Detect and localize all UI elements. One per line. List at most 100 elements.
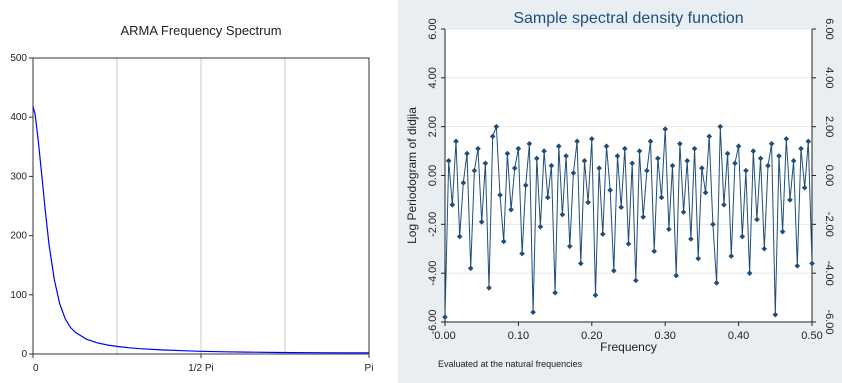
y-tick-label-left-4: 0.00: [427, 165, 439, 186]
data-point-47: [611, 267, 617, 274]
x-tick-label-6: 0.50: [801, 330, 822, 342]
data-point-25: [530, 309, 536, 316]
x-tick-label-5: 0.40: [728, 330, 749, 342]
data-point-21: [515, 145, 522, 152]
data-point-50: [622, 145, 628, 152]
data-point-53: [633, 277, 639, 284]
spectrum-line: [32, 106, 369, 354]
data-point-46: [607, 187, 613, 193]
y-tick-label-right-4: 0.00: [823, 165, 835, 186]
data-point-92: [776, 153, 782, 159]
y-tick-label-left-2: -4.00: [427, 261, 439, 286]
data-point-85: [750, 148, 757, 154]
data-point-72: [702, 189, 709, 196]
y-tick-label-right-5: 2.00: [823, 116, 835, 137]
y-tick-label-right-3: -2.00: [823, 212, 835, 237]
arma-spectrum-panel: ARMA Frequency Spectrum 0 100 200 300 400 500 0…: [0, 0, 380, 383]
data-point-19: [508, 206, 514, 213]
data-point-36: [570, 170, 577, 176]
data-point-98: [798, 145, 804, 152]
data-point-52: [629, 160, 635, 167]
data-point-35: [566, 243, 573, 250]
data-point-60: [658, 194, 665, 201]
data-point-58: [651, 248, 657, 254]
x-tick-label-3: 0.20: [581, 330, 602, 342]
y-tick-label-400: 400: [10, 112, 27, 123]
data-point-74: [710, 221, 716, 228]
y-tick-label-right-2: -4.00: [823, 261, 835, 286]
data-point-34: [563, 153, 569, 159]
data-point-41: [589, 136, 595, 142]
data-point-70: [695, 255, 702, 262]
data-point-87: [757, 155, 764, 162]
data-point-28: [541, 148, 547, 154]
data-point-77: [721, 202, 727, 208]
data-point-73: [706, 133, 713, 140]
data-point-56: [644, 167, 650, 174]
data-point-94: [783, 136, 790, 142]
data-point-31: [552, 289, 558, 296]
data-point-99: [801, 184, 808, 191]
x-tick-label-3: Pi: [365, 363, 374, 374]
data-point-79: [728, 253, 735, 259]
data-point-15: [493, 123, 500, 130]
data-point-42: [592, 292, 599, 298]
data-point-91: [772, 311, 779, 318]
data-point-97: [794, 263, 801, 269]
data-point-20: [511, 165, 518, 171]
y-tick-label-200: 200: [10, 231, 27, 242]
spectral-density-chart: Sample spectral density function -6.00 -6.…: [405, 10, 835, 369]
y-tick-label-left-6: 4.00: [427, 67, 439, 88]
y-tick-label-left-1: -6.00: [427, 309, 439, 334]
data-point-10: [475, 145, 481, 152]
data-point-4: [453, 138, 459, 145]
data-point-89: [765, 162, 771, 169]
data-point-67: [684, 158, 691, 164]
data-point-57: [647, 138, 654, 145]
data-point-80: [732, 160, 738, 167]
chart-note: Evaluated at the natural frequencies: [438, 359, 583, 369]
data-point-88: [761, 245, 768, 252]
data-point-81: [735, 143, 742, 149]
y-tick-label-100: 100: [10, 290, 27, 301]
chart-title: ARMA Frequency Spectrum: [120, 23, 281, 38]
x-axis-title: Frequency: [600, 340, 657, 354]
data-point-71: [699, 165, 705, 171]
data-point-90: [768, 140, 775, 147]
data-point-75: [713, 280, 720, 286]
y-tick-label-right-1: -6.00: [823, 309, 835, 334]
data-point-8: [467, 265, 474, 272]
data-point-39: [581, 158, 588, 164]
y-tick-label-left-7: 6.00: [427, 18, 439, 39]
data-point-63: [669, 162, 676, 169]
y-tick-label-0: 0: [21, 349, 27, 360]
data-point-68: [688, 236, 694, 242]
data-point-83: [743, 167, 749, 174]
data-point-95: [787, 197, 793, 203]
x-tick-label-2: 0.10: [508, 330, 529, 342]
data-point-9: [471, 167, 478, 174]
data-point-96: [790, 158, 797, 164]
data-point-12: [482, 160, 489, 167]
y-tick-label-right-7: 6.00: [823, 18, 835, 39]
data-point-45: [603, 143, 610, 149]
data-point-84: [746, 270, 753, 276]
x-tick-label-1: 0.00: [434, 330, 455, 342]
data-point-44: [600, 231, 606, 237]
y-tick-label-500: 500: [10, 53, 27, 64]
data-point-38: [577, 260, 584, 267]
y-tick-label-300: 300: [10, 171, 27, 182]
x-tick-label-1: 0: [33, 363, 39, 374]
data-point-64: [673, 272, 680, 279]
data-point-14: [489, 133, 496, 140]
data-point-43: [596, 165, 602, 171]
data-point-59: [655, 155, 661, 162]
data-point-22: [519, 250, 525, 257]
data-point-61: [662, 126, 668, 132]
data-point-62: [666, 226, 672, 233]
data-point-32: [555, 143, 562, 149]
data-point-30: [548, 162, 555, 169]
data-point-33: [559, 211, 566, 218]
data-point-69: [691, 145, 698, 152]
